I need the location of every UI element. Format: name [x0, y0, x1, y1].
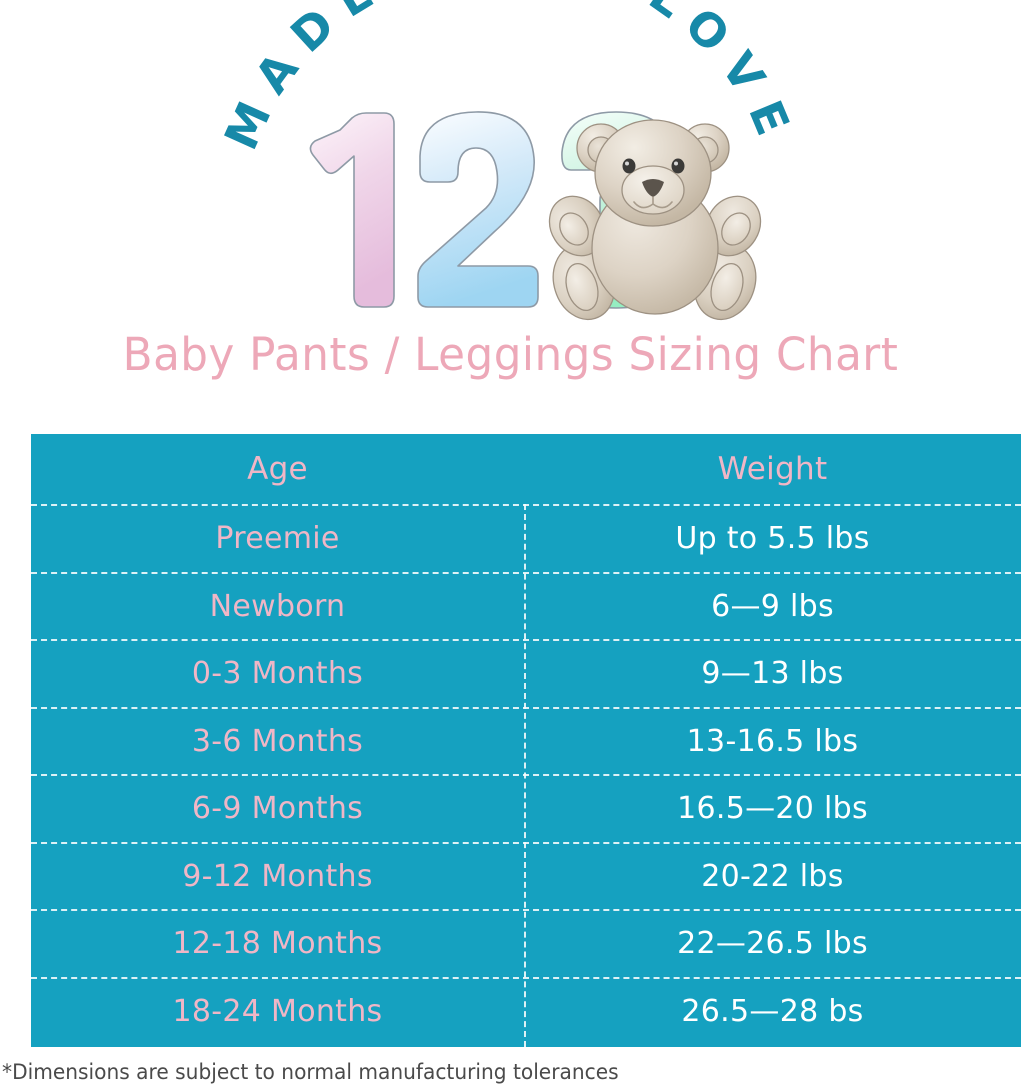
cell-age: 6-9 Months — [191, 791, 364, 827]
cell-age: 12-18 Months — [172, 926, 383, 962]
cell-age: 9-12 Months — [182, 858, 373, 894]
column-header-weight: Weight — [717, 451, 828, 487]
table-header-row: Age Weight — [31, 434, 1021, 504]
cell-weight: 6—9 lbs — [711, 588, 834, 624]
bear-footpad-left — [565, 262, 599, 312]
table-column-divider — [524, 504, 526, 1047]
table-row: 3-6 Months 13-16.5 lbs — [31, 706, 1021, 775]
cell-age: 0-3 Months — [191, 656, 364, 692]
table-row: 9-12 Months 20-22 lbs — [31, 841, 1021, 910]
cell-weight: Up to 5.5 lbs — [675, 521, 870, 557]
bear-footpad-right — [710, 262, 744, 312]
cell-weight: 26.5—28 bs — [681, 993, 864, 1029]
numeral-one-glyph — [309, 112, 395, 308]
brand-logo-block: MADE WITH LOVE — [0, 0, 1021, 400]
cell-weight: 16.5—20 lbs — [677, 791, 868, 827]
table-row: Preemie Up to 5.5 lbs — [31, 504, 1021, 572]
sizing-chart-table: Age Weight Preemie Up to 5.5 lbs Newborn… — [31, 434, 1021, 1047]
cell-weight: 20-22 lbs — [701, 858, 844, 894]
bear-eye-right — [671, 158, 685, 174]
bear-handpad-left — [559, 212, 589, 246]
table-row: 12-18 Months 22—26.5 lbs — [31, 909, 1021, 977]
column-header-age: Age — [247, 451, 308, 487]
numeral-two-glyph — [417, 111, 539, 308]
cell-weight: 13-16.5 lbs — [686, 723, 859, 759]
table-row: Newborn 6—9 lbs — [31, 571, 1021, 640]
cell-weight: 22—26.5 lbs — [677, 926, 868, 962]
cell-age: 3-6 Months — [191, 723, 364, 759]
table-row: 6-9 Months 16.5—20 lbs — [31, 774, 1021, 842]
page-title: Baby Pants / Leggings Sizing Chart — [122, 328, 899, 381]
cell-age: 18-24 Months — [172, 993, 383, 1029]
bear-mouth — [633, 196, 673, 209]
bear-nose — [642, 179, 664, 197]
table-row: 18-24 Months 26.5—28 bs — [31, 976, 1021, 1045]
cell-age: Preemie — [215, 521, 340, 557]
table-row: 0-3 Months 9—13 lbs — [31, 639, 1021, 707]
footnote-text: *Dimensions are subject to normal manufa… — [2, 1060, 619, 1084]
teddy-bear-icon — [548, 106, 764, 324]
cell-age: Newborn — [209, 588, 346, 624]
bear-eye-left — [622, 158, 636, 174]
cell-weight: 9—13 lbs — [701, 656, 844, 692]
bear-handpad-right — [721, 212, 751, 246]
